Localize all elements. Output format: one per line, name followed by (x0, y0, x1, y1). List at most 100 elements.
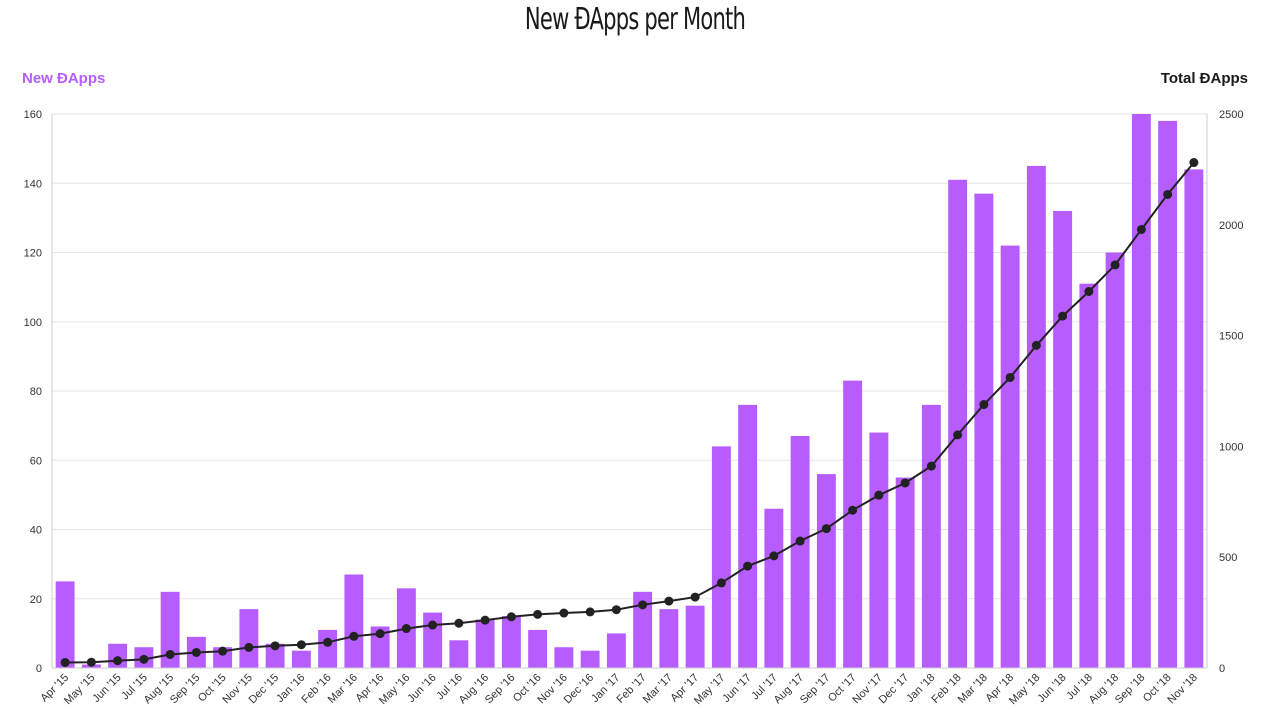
bar (239, 609, 259, 668)
bar (974, 193, 994, 668)
bar (55, 581, 75, 668)
total-dapps-point (1189, 158, 1199, 168)
bar (1026, 165, 1046, 668)
bar (816, 474, 836, 668)
total-dapps-point (296, 640, 306, 650)
bar (160, 591, 180, 668)
total-dapps-point (428, 620, 438, 630)
x-tick-label: Sep '18 (1113, 672, 1148, 707)
left-tick-label: 0 (36, 663, 42, 675)
total-dapps-point (533, 609, 543, 619)
bar (790, 436, 810, 668)
total-dapps-point (1084, 287, 1094, 297)
bars-layer (55, 114, 1204, 669)
total-dapps-point (244, 642, 254, 652)
bar (501, 616, 521, 668)
bar (895, 477, 915, 668)
bar (370, 626, 390, 668)
total-dapps-point (323, 637, 333, 647)
chart-title: New ĐApps per Month (524, 2, 746, 37)
right-tick-label: 1500 (1219, 331, 1243, 343)
total-dapps-point (191, 647, 201, 657)
x-tick-label: Mar '17 (641, 672, 675, 706)
total-dapps-point (401, 624, 411, 634)
x-tick-label: Sep '16 (483, 672, 518, 707)
total-dapps-point (1058, 311, 1068, 321)
total-dapps-point (900, 478, 910, 488)
bar (869, 432, 889, 668)
total-dapps-point (848, 505, 858, 515)
total-dapps-point (874, 490, 884, 500)
left-tick-label: 160 (24, 109, 42, 121)
total-dapps-point (1136, 224, 1146, 234)
bar (344, 574, 364, 668)
total-dapps-point (585, 607, 595, 617)
bar (659, 609, 679, 668)
total-dapps-point (1031, 340, 1041, 350)
total-dapps-point (690, 592, 700, 602)
left-tick-label: 40 (30, 525, 42, 537)
total-dapps-line (65, 161, 1195, 664)
total-dapps-point (743, 561, 753, 571)
x-tick-label: Mar '18 (956, 672, 990, 706)
total-dapps-point (611, 605, 621, 615)
total-dapps-point (165, 649, 175, 659)
bar (764, 508, 784, 668)
bar (711, 446, 731, 668)
total-dapps-point (979, 400, 989, 410)
left-tick-label: 60 (30, 455, 42, 467)
total-dapps-point (795, 536, 805, 546)
right-axis-title: Total ĐApps (1160, 70, 1248, 87)
bar (948, 179, 968, 668)
bar (843, 380, 863, 668)
total-dapps-point (375, 629, 385, 639)
bar (633, 591, 653, 668)
total-dapps-point (559, 608, 569, 618)
total-dapps-point (86, 657, 96, 667)
total-dapps-point (480, 615, 490, 625)
total-dapps-point (953, 430, 963, 440)
bar (921, 404, 941, 668)
right-tick-label: 2000 (1219, 220, 1243, 232)
line-layer (60, 158, 1199, 667)
total-dapps-point (218, 646, 228, 656)
bar (528, 629, 548, 668)
bar (580, 650, 600, 668)
right-tick-label: 1000 (1219, 441, 1243, 453)
total-dapps-point (769, 551, 779, 561)
bar (554, 647, 574, 668)
total-dapps-point (1110, 260, 1120, 270)
left-tick-label: 20 (30, 594, 42, 606)
bar (318, 629, 338, 668)
x-tick-label: Nov '18 (1165, 672, 1200, 707)
bar (1000, 245, 1020, 668)
total-dapps-point (349, 631, 359, 641)
left-tick-label: 120 (24, 248, 42, 260)
total-dapps-point (139, 654, 149, 664)
total-dapps-point (1005, 372, 1015, 382)
total-dapps-point (716, 578, 726, 588)
total-dapps-point (926, 461, 936, 471)
bar (1079, 283, 1099, 668)
bar (738, 404, 758, 668)
x-tick-label: Jun '18 (1035, 672, 1068, 705)
x-tick-label: Dec '17 (877, 672, 912, 707)
total-dapps-point (664, 596, 674, 606)
x-tick-label: Sep '15 (168, 672, 203, 707)
left-tick-label: 140 (24, 178, 42, 190)
x-tick-label: Jun '17 (720, 672, 753, 705)
bar (475, 619, 495, 668)
left-tick-label: 80 (30, 386, 42, 398)
bar (1158, 120, 1178, 669)
x-tick-label: Dec '15 (247, 672, 282, 707)
right-tick-label: 2500 (1219, 109, 1243, 121)
right-tick-label: 500 (1219, 552, 1237, 564)
x-tick-label: Mar '16 (326, 672, 360, 706)
bar (685, 605, 705, 668)
x-tick-label: Dec '16 (562, 672, 597, 707)
total-dapps-point (270, 641, 280, 651)
left-tick-label: 100 (24, 317, 42, 329)
bar (291, 650, 311, 668)
total-dapps-point (506, 612, 516, 622)
